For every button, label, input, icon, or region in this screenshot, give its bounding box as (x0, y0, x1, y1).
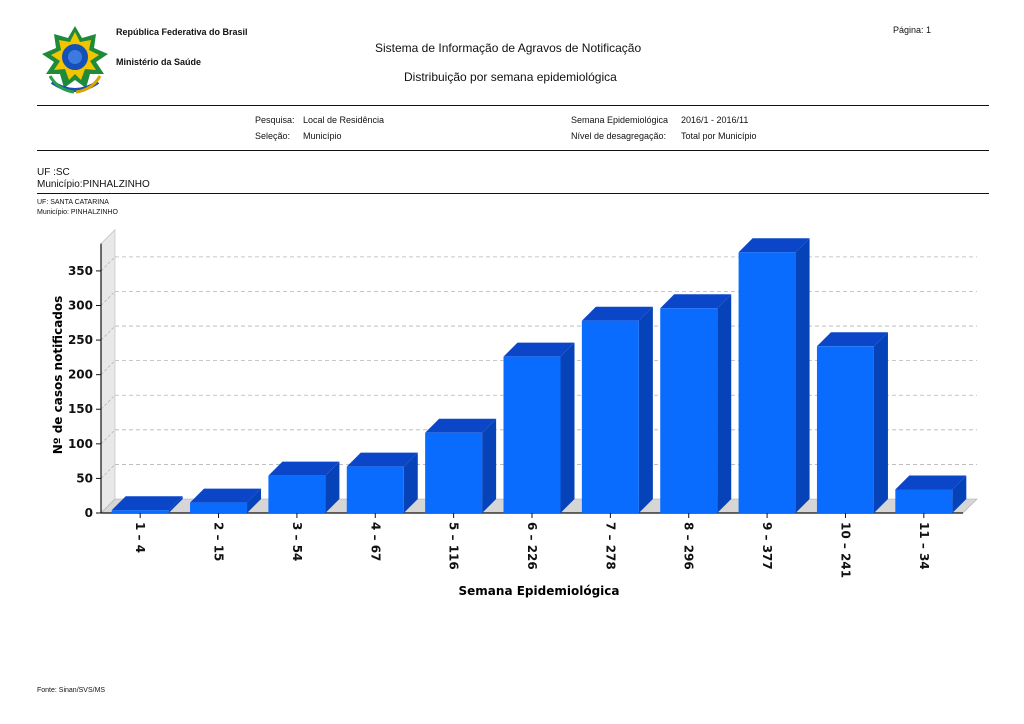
bar-top (660, 294, 732, 309)
x-tick-label: 9 – 377 (760, 522, 774, 570)
bar-top (895, 475, 967, 490)
bar (816, 346, 874, 513)
x-axis-title: Semana Epidemiológica (459, 584, 620, 598)
bar-side (403, 452, 418, 513)
y-tick-label: 350 (68, 264, 93, 278)
bar (581, 320, 639, 513)
bar-side (717, 294, 732, 513)
x-tick-label: 5 – 116 (447, 522, 461, 570)
bar-side (482, 418, 497, 513)
source-footnote: Fonte: Sinan/SVS/MS (37, 687, 106, 694)
bar-top (816, 332, 888, 347)
coat-of-arms-icon (42, 26, 108, 94)
bar (425, 432, 483, 513)
x-tick-label: 7 – 278 (603, 522, 617, 570)
gridline-side (100, 256, 116, 272)
semana-value: 2016/1 - 2016/11 (681, 115, 749, 125)
chart-uf-caption: UF: SANTA CATARINA (37, 199, 109, 206)
gridline-side (100, 394, 116, 410)
bar-side (795, 238, 810, 513)
y-tick-label: 200 (68, 368, 93, 382)
x-tick-label: 10 – 241 (838, 522, 852, 578)
bar (503, 356, 561, 513)
gridline-side (100, 429, 116, 445)
country-name: República Federativa do Brasil (116, 27, 248, 37)
gridline-side (100, 464, 116, 479)
y-tick-label: 150 (68, 402, 93, 416)
bar (738, 252, 796, 513)
selecao-value: Município (303, 131, 342, 141)
report-title: Distribuição por semana epidemiológica (404, 70, 617, 84)
selecao-label: Seleção: (255, 131, 291, 141)
x-tick-label: 2 – 15 (212, 522, 226, 561)
bar (268, 475, 326, 513)
y-tick-label: 0 (85, 506, 93, 520)
bar-top (503, 342, 575, 357)
chart-municipio-caption: Município: PINHALZINHO (37, 209, 118, 216)
bar-side (247, 488, 262, 513)
x-tick-label: 1 – 4 (133, 522, 147, 553)
y-axis-title: Nº de casos notificados (51, 296, 65, 455)
bar-side (168, 496, 183, 513)
bar-side (873, 332, 888, 513)
pesquisa-label: Pesquisa: (255, 115, 295, 125)
bar-side (560, 342, 575, 513)
bar-top (738, 238, 810, 253)
system-title: Sistema de Informação de Agravos de Noti… (375, 41, 642, 55)
bar (895, 489, 953, 513)
nivel-label: Nível de desagregação: (571, 131, 667, 141)
municipio-label: Município:PINHALZINHO (37, 179, 150, 190)
chart-bars (111, 238, 967, 513)
bar-top (268, 461, 340, 476)
bar-top (111, 496, 183, 511)
bar-top (581, 306, 653, 321)
bar-top (190, 488, 262, 503)
bar-top (346, 452, 418, 467)
x-tick-label: 4 – 67 (368, 522, 382, 561)
page-number: Página: 1 (893, 25, 932, 35)
bar-side (952, 475, 967, 513)
bar (660, 308, 718, 513)
nivel-value: Total por Município (681, 131, 757, 141)
bar-side (638, 306, 653, 513)
divider-top (37, 105, 989, 106)
gridline-side (100, 325, 116, 341)
bar-top (425, 418, 497, 433)
pesquisa-value: Local de Residência (303, 115, 385, 125)
y-tick-label: 250 (68, 333, 93, 347)
y-tick-label: 100 (68, 437, 93, 451)
gridline-side (100, 360, 116, 375)
chart-labels: 0 50 100 150 200 250 300 350 1 – 4 2 – 15 3 – 54 4 … (68, 264, 931, 578)
bar-side (325, 461, 340, 513)
y-tick-label: 300 (68, 298, 93, 312)
x-tick-label: 3 – 54 (290, 522, 304, 561)
ministry-name: Ministério da Saúde (116, 57, 202, 67)
bar (346, 466, 404, 513)
gridline-side (100, 291, 116, 306)
uf-label: UF :SC (37, 167, 70, 178)
bar (111, 510, 169, 513)
divider-bottom (37, 193, 989, 194)
x-tick-label: 11 – 34 (917, 522, 931, 570)
chart-side-wall (100, 228, 116, 514)
semana-label: Semana Epidemiológica (571, 115, 669, 125)
y-tick-label: 50 (76, 471, 93, 485)
x-tick-label: 8 – 296 (682, 522, 696, 570)
divider-middle (37, 150, 989, 151)
bar (190, 502, 248, 513)
x-tick-label: 6 – 226 (525, 522, 539, 570)
